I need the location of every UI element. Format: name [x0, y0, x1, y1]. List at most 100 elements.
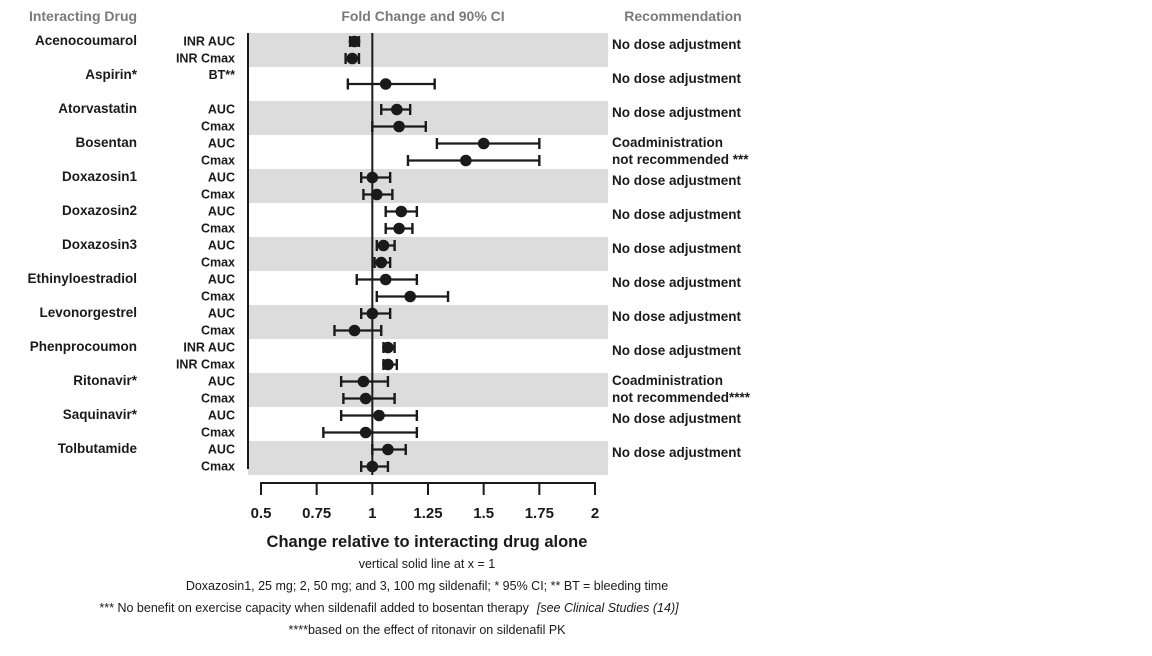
- param-label: Cmax: [201, 392, 235, 406]
- param-label: Cmax: [201, 290, 235, 304]
- header-fold-change: Fold Change and 90% CI: [341, 8, 504, 24]
- point-estimate: [391, 103, 403, 116]
- header-recommendation: Recommendation: [624, 8, 741, 24]
- param-label: AUC: [208, 137, 235, 151]
- footnote-ritonavir: ****based on the effect of ritonavir on …: [288, 623, 566, 637]
- point-estimate: [393, 222, 405, 235]
- recommendation-ethinyloestradiol: No dose adjustment: [612, 275, 742, 290]
- row-band-doxazosin3: [248, 237, 608, 271]
- row-band-acenocoumarol: [248, 33, 608, 67]
- recommendation-ritonavir: Coadministration: [612, 373, 723, 388]
- x-tick-label: 1.75: [525, 505, 554, 522]
- reference-line-note: vertical solid line at x = 1: [359, 557, 496, 571]
- point-estimate: [357, 375, 370, 388]
- row-band-tolbutamide: [248, 441, 608, 475]
- row-band-doxazosin1: [248, 169, 608, 203]
- drug-label-saquinavir: Saquinavir*: [63, 407, 138, 422]
- point-estimate: [377, 239, 390, 252]
- point-estimate: [393, 120, 405, 133]
- param-label: AUC: [208, 443, 235, 457]
- x-tick-label: 0.5: [251, 505, 272, 522]
- point-estimate: [404, 290, 416, 303]
- footnote-doxazosin: Doxazosin1, 25 mg; 2, 50 mg; and 3, 100 …: [186, 579, 668, 593]
- drug-label-phenprocoumon: Phenprocoumon: [30, 339, 137, 354]
- param-label: AUC: [208, 409, 235, 423]
- point-estimate: [373, 409, 385, 422]
- x-tick-label: 1: [368, 505, 376, 522]
- point-estimate: [366, 307, 379, 320]
- recommendation-saquinavir: No dose adjustment: [612, 411, 742, 426]
- row-band-ritonavir: [248, 373, 608, 407]
- x-tick-label: 1.5: [473, 505, 494, 522]
- drug-label-atorvastatin: Atorvastatin: [58, 101, 137, 116]
- point-estimate: [382, 358, 394, 371]
- drug-label-ritonavir: Ritonavir*: [73, 373, 138, 388]
- param-label: INR Cmax: [176, 358, 235, 372]
- point-estimate: [379, 78, 392, 90]
- param-label: BT**: [209, 68, 236, 82]
- drug-label-doxazosin3: Doxazosin3: [62, 237, 138, 252]
- forest-rows: Acenocoumarol INR AUC INR Cmax No dose adju…: [27, 33, 750, 474]
- drug-label-levonorgestrel: Levonorgestrel: [39, 305, 137, 320]
- drug-label-tolbutamide: Tolbutamide: [58, 441, 138, 456]
- footnote-clinical-studies-ref: [see Clinical Studies (14)]: [536, 601, 679, 615]
- point-estimate: [359, 426, 372, 439]
- point-estimate: [477, 137, 490, 150]
- recommendation-tolbutamide: No dose adjustment: [612, 445, 742, 460]
- point-estimate: [460, 154, 472, 167]
- row-bands: [248, 33, 608, 475]
- x-tick-label: 0.75: [302, 505, 331, 522]
- recommendation-atorvastatin: No dose adjustment: [612, 105, 742, 120]
- point-estimate: [382, 443, 394, 456]
- param-label: Cmax: [201, 256, 235, 270]
- param-label: INR AUC: [183, 341, 235, 355]
- param-label: AUC: [208, 103, 235, 117]
- footnote-bosentan-text: *** No benefit on exercise capacity when…: [99, 601, 529, 615]
- row-band-atorvastatin: [248, 101, 608, 135]
- point-estimate: [359, 392, 372, 405]
- x-tick-label: 2: [591, 505, 599, 522]
- recommendation-aspirin: No dose adjustment: [612, 71, 742, 86]
- recommendation-bosentan: not recommended ***: [612, 152, 749, 167]
- recommendation-phenprocoumon: No dose adjustment: [612, 343, 742, 358]
- param-label: AUC: [208, 205, 235, 219]
- param-label: Cmax: [201, 188, 235, 202]
- point-estimate: [370, 188, 383, 201]
- param-label: Cmax: [201, 324, 235, 338]
- drug-label-acenocoumarol: Acenocoumarol: [35, 33, 137, 48]
- recommendation-levonorgestrel: No dose adjustment: [612, 309, 742, 324]
- recommendation-doxazosin1: No dose adjustment: [612, 173, 742, 188]
- drug-label-bosentan: Bosentan: [75, 135, 137, 150]
- point-estimate: [366, 171, 379, 184]
- point-estimate: [379, 273, 392, 286]
- param-label: Cmax: [201, 154, 235, 168]
- drug-label-aspirin: Aspirin*: [85, 67, 138, 82]
- recommendation-doxazosin3: No dose adjustment: [612, 241, 742, 256]
- footnote-bosentan: *** No benefit on exercise capacity when…: [99, 601, 679, 615]
- recommendation-acenocoumarol: No dose adjustment: [612, 37, 742, 52]
- param-label: Cmax: [201, 460, 235, 474]
- header-interacting-drug: Interacting Drug: [29, 8, 137, 24]
- recommendation-doxazosin2: No dose adjustment: [612, 207, 742, 222]
- x-tick-label: 1.25: [413, 505, 442, 522]
- param-label: AUC: [208, 307, 235, 321]
- param-label: AUC: [208, 375, 235, 389]
- drug-label-doxazosin1: Doxazosin1: [62, 169, 138, 184]
- param-label: AUC: [208, 171, 235, 185]
- param-label: Cmax: [201, 222, 235, 236]
- recommendation-ritonavir: not recommended****: [612, 390, 751, 405]
- x-axis: 0.5 0.75 1 1.25 1.5 1.75 2: [251, 482, 599, 522]
- param-label: INR Cmax: [176, 52, 235, 66]
- drug-label-ethinyloestradiol: Ethinyloestradiol: [27, 271, 137, 286]
- point-estimate: [395, 205, 408, 218]
- point-estimate: [366, 460, 379, 473]
- point-estimate: [348, 324, 361, 337]
- param-label: AUC: [208, 273, 235, 287]
- param-label: INR AUC: [183, 35, 235, 49]
- point-estimate: [348, 35, 361, 48]
- drug-label-doxazosin2: Doxazosin2: [62, 203, 137, 218]
- point-estimate: [382, 341, 394, 354]
- param-label: AUC: [208, 239, 235, 253]
- param-label: Cmax: [201, 120, 235, 134]
